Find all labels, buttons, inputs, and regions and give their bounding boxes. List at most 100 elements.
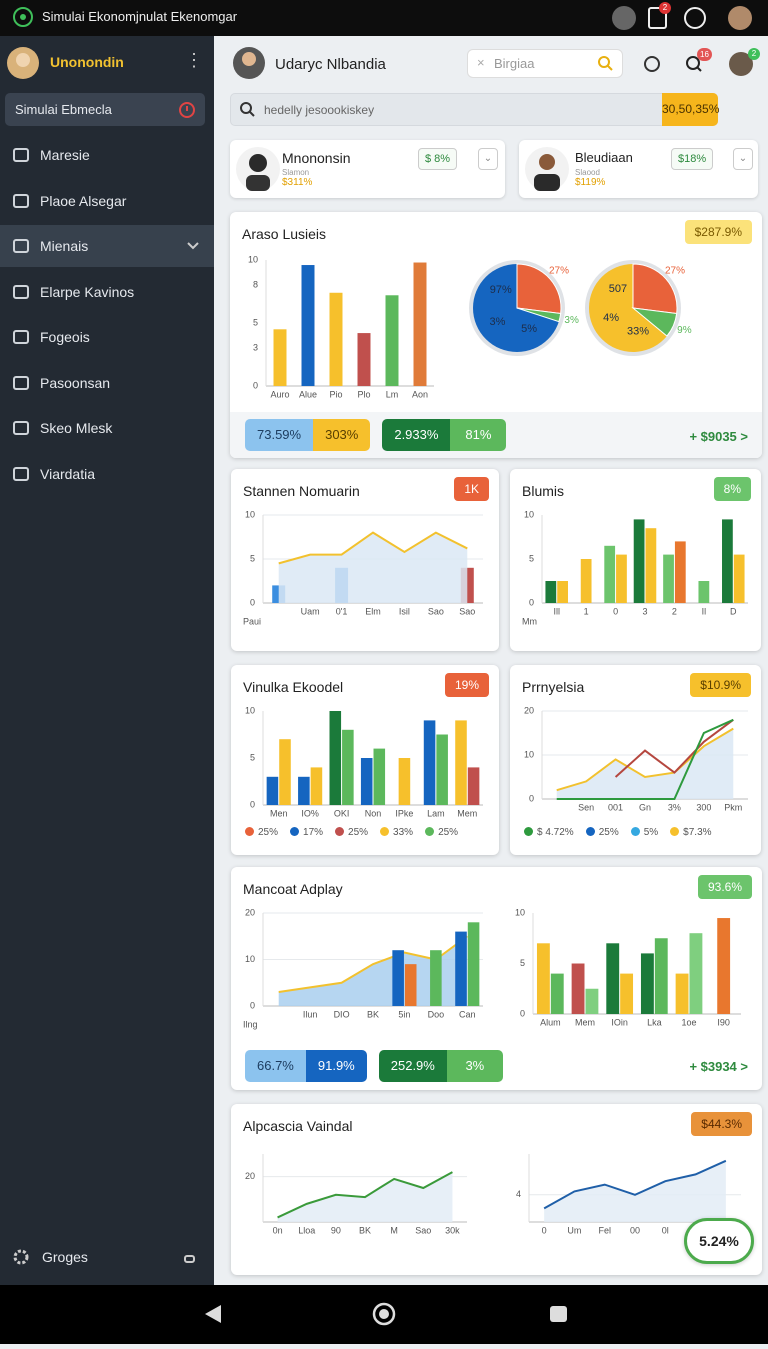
search-bar[interactable]: hedelly jesoookiskey 30,50,35%	[230, 93, 719, 126]
search-bar-placeholder: hedelly jesoookiskey	[264, 103, 375, 117]
sidebar-footer[interactable]: Groges	[12, 1248, 88, 1266]
x-tick-label: 300	[696, 802, 711, 812]
active-item[interactable]: Simulai Ebmecla	[5, 93, 205, 126]
profile-stat: $311%	[282, 177, 313, 188]
y-tick-label: 0	[520, 1008, 525, 1018]
header-icons[interactable]	[640, 50, 765, 80]
y-tick-label: 8	[253, 280, 258, 290]
bar	[385, 295, 399, 386]
y-tick-label: 20	[245, 907, 255, 917]
bar	[413, 262, 427, 386]
x-tick-label: Lka	[647, 1017, 662, 1027]
x-tick-label: Alum	[540, 1017, 561, 1027]
nav-icon-shape	[13, 466, 29, 481]
footer-toggle[interactable]	[184, 1255, 195, 1263]
nav-icon-shape	[13, 330, 29, 344]
x-tick-label: 3%	[668, 802, 681, 812]
y-tick-label: 0	[529, 793, 534, 803]
y-tick-label: 10	[245, 954, 255, 964]
nav-icon	[13, 375, 29, 390]
y-tick-label: 10	[524, 509, 534, 519]
y-tick-label: 10	[515, 907, 525, 917]
nav-icon	[13, 193, 29, 208]
y-tick-label: 5	[250, 553, 255, 563]
avatar-badge: 2	[748, 48, 760, 60]
profile-card[interactable]: Bleudiaan Slaood $119% $18% ⌄	[519, 140, 758, 198]
nav-item[interactable]: Plaoe Alsegar	[0, 180, 214, 222]
profile-card[interactable]: Mnononsin Slamon $311% $ 8% ⌄	[230, 140, 505, 198]
pill-group: 66.7% 91.9% 252.9% 3%	[245, 1050, 503, 1082]
sidebar-user: Unonondin	[50, 54, 124, 70]
nav-item[interactable]: Skeo Mlesk	[0, 407, 214, 449]
nav-icon	[13, 239, 29, 253]
bar	[585, 988, 599, 1014]
nav-bar	[0, 1285, 768, 1344]
bar	[392, 950, 404, 1006]
chart-svg: 0 5 10 Uam 0'1 Elm Isil Sao Sao Paui	[243, 509, 483, 626]
combo-chart: 0 10 20 Ilun DIO BK 5in Doo Can Ilng	[237, 905, 489, 1030]
bar	[616, 554, 627, 603]
bar	[536, 943, 550, 1014]
bar	[571, 963, 585, 1014]
nav-item[interactable]: Fogeois	[0, 316, 214, 358]
panel: Vinulka Ekoodel 19% 0 5 10 Men IO% OKI Non IPke…	[231, 665, 499, 855]
chart-svg: 0 5 10 Alum Mem IOin Lka 1oe I90	[515, 907, 741, 1027]
x-tick-label: 0	[613, 606, 618, 616]
x-tick-label: Ill	[553, 606, 560, 616]
bar	[360, 758, 373, 805]
bar	[663, 554, 674, 603]
nav-buttons[interactable]	[0, 1285, 768, 1344]
panel-link[interactable]: + $9035 >	[689, 429, 748, 444]
y-tick-label: 5	[250, 752, 255, 762]
pill: 81%	[450, 419, 507, 451]
x-tick-label: Sao	[415, 1225, 431, 1235]
nav-item[interactable]: Viardatia	[0, 453, 214, 495]
line-area	[556, 728, 734, 799]
profile-chevron[interactable]: ⌄	[478, 148, 498, 170]
legend-dot	[630, 827, 640, 836]
legend-item: $ 4.72%	[524, 827, 574, 838]
legend-item: 33%	[380, 827, 413, 838]
profile-chevron[interactable]: ⌄	[733, 148, 753, 170]
header-user: Udaryc Nlbandia	[275, 56, 386, 73]
nav-label: Pasoonsan	[40, 374, 111, 391]
chart-svg: 0 10 20 Sen 001 Gn 3% 300 Pkm	[524, 705, 748, 812]
nav-item[interactable]: Pasoonsan	[0, 362, 214, 404]
bar	[273, 329, 287, 386]
profile-badge: $ 8%	[418, 148, 458, 170]
bar	[301, 265, 315, 386]
float-badge[interactable]: 5.24%	[684, 1218, 754, 1264]
pill: 3%	[446, 1050, 503, 1082]
x-tick-label: Um	[567, 1225, 581, 1235]
y-tick-label: 10	[245, 509, 255, 519]
bar	[604, 545, 616, 603]
footer-label: Groges	[42, 1249, 88, 1265]
panel-link[interactable]: + $3934 >	[689, 1059, 748, 1074]
legend-label: 33%	[393, 827, 414, 838]
bar	[689, 933, 703, 1014]
pie-annotation: 33%	[627, 326, 649, 338]
x-tick-label: 0n	[273, 1225, 283, 1235]
search-bar-value: 30,50,35%	[662, 93, 719, 126]
y-tick-label: 5	[529, 553, 534, 563]
nav-item[interactable]: Mienais	[0, 225, 214, 267]
header-search[interactable]: Birgiaa ×	[467, 49, 623, 78]
bar	[674, 541, 686, 603]
y-tick-label: 10	[245, 705, 255, 715]
x-tick-label: I90	[717, 1017, 730, 1027]
pie-annotation: 97%	[490, 284, 512, 296]
x-tick-label: Doo	[428, 1009, 445, 1019]
panel-title: Vinulka Ekoodel	[243, 679, 344, 695]
bar	[654, 938, 668, 1014]
nav-item[interactable]: Elarpe Kavinos	[0, 271, 214, 313]
bar	[398, 758, 411, 805]
legend-dot	[425, 827, 435, 836]
x-tick-label: 1	[584, 606, 589, 616]
x-tick-label: 1oe	[681, 1017, 696, 1027]
nav-item[interactable]: Maresie	[0, 134, 214, 176]
menu-dots[interactable]: ⋮	[185, 50, 203, 70]
pill: 73.59%	[245, 419, 314, 451]
profile-avatar	[236, 147, 280, 191]
x-tick-label: Men	[270, 808, 288, 818]
